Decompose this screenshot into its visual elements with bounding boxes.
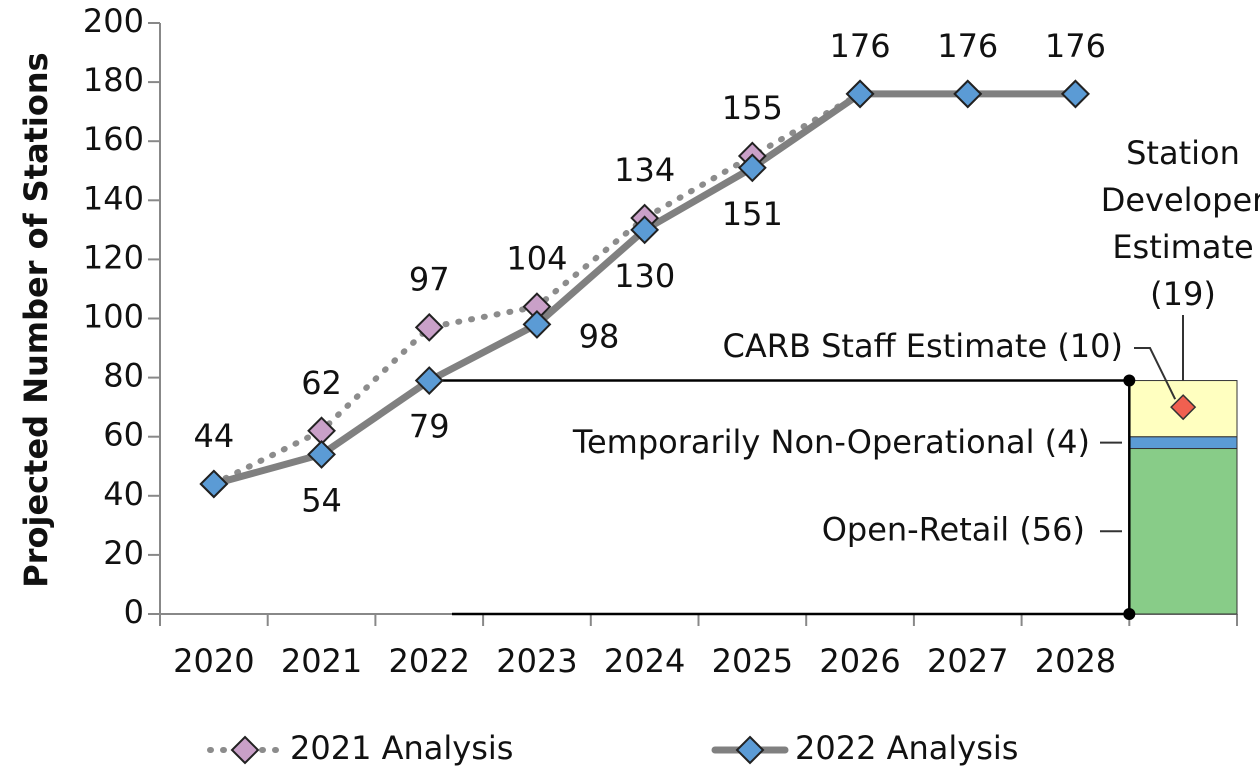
x-tick-label: 2026	[819, 642, 900, 680]
data-label: 176	[1045, 27, 1106, 65]
y-tick-label: 120	[83, 238, 144, 276]
connector-dot	[1123, 374, 1136, 387]
connector-dot	[1123, 608, 1136, 620]
y-tick-label: 20	[103, 534, 144, 572]
legend-marker	[230, 735, 260, 765]
series-point	[522, 309, 552, 339]
data-label: 97	[409, 260, 450, 298]
x-tick-label: 2020	[173, 642, 254, 680]
stack-label: Open-Retail (56)	[822, 510, 1085, 548]
y-tick-label: 160	[83, 120, 144, 158]
y-tick-label: 60	[103, 416, 144, 454]
x-tick-label: 2025	[712, 642, 793, 680]
series-point	[953, 79, 983, 109]
x-tick-label: 2022	[389, 642, 470, 680]
stack-marker	[1170, 394, 1197, 421]
legend-marker	[735, 735, 765, 765]
series-point	[845, 79, 875, 109]
series-point	[414, 366, 444, 395]
legend-label: 2021 Analysis	[290, 729, 513, 767]
y-tick-label: 100	[83, 298, 144, 336]
data-label: 54	[301, 481, 342, 519]
y-tick-label: 40	[103, 475, 144, 513]
stack-segment	[1128, 448, 1238, 615]
x-tick-label: 2023	[496, 642, 577, 680]
y-tick-label: 180	[83, 61, 144, 99]
stack-segment	[1128, 436, 1238, 450]
series-point	[199, 469, 229, 499]
data-label: 79	[409, 408, 450, 446]
stack-label: Temporarily Non-Operational (4)	[572, 423, 1090, 461]
data-label: 104	[506, 240, 567, 278]
legend-label: 2022 Analysis	[795, 729, 1018, 767]
data-label: 155	[722, 89, 783, 127]
series-point	[1061, 79, 1090, 109]
stack-label: (19)	[1150, 275, 1216, 313]
data-label: 130	[614, 257, 675, 295]
stack-label: Estimate	[1112, 228, 1253, 266]
data-label: 134	[614, 151, 675, 189]
x-tick-label: 2024	[604, 642, 685, 680]
y-tick-label: 200	[83, 2, 144, 40]
data-label: 151	[722, 195, 783, 233]
series-point	[630, 215, 660, 245]
y-tick-label: 140	[83, 179, 144, 217]
y-tick-label: 0	[124, 593, 144, 631]
series-point	[307, 440, 336, 469]
series-point	[737, 153, 767, 183]
stack-label: Station	[1126, 134, 1240, 172]
stack-label: CARB Staff Estimate (10)	[723, 327, 1123, 365]
x-tick-label: 2027	[927, 642, 1008, 680]
data-label: 98	[579, 317, 620, 355]
x-tick-label: 2028	[1035, 642, 1116, 680]
series-point	[414, 312, 444, 342]
leader	[1134, 347, 1177, 400]
data-label: 62	[301, 364, 342, 402]
stack-label: Developer	[1101, 181, 1260, 219]
data-label: 176	[830, 27, 891, 65]
data-label: 44	[193, 417, 234, 455]
y-tick-label: 80	[103, 357, 144, 395]
y-axis-label: Projected Number of Stations	[17, 52, 55, 587]
data-label: 176	[937, 27, 998, 65]
x-tick-label: 2021	[281, 642, 362, 680]
